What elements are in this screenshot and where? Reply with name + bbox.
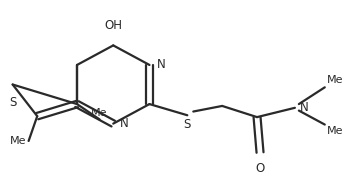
Text: N: N (156, 58, 165, 71)
Text: Me: Me (327, 74, 343, 84)
Text: Me: Me (327, 126, 343, 136)
Text: S: S (184, 118, 191, 131)
Text: N: N (300, 101, 309, 114)
Text: Me: Me (91, 108, 108, 118)
Text: O: O (256, 162, 265, 175)
Text: Me: Me (10, 136, 27, 146)
Text: OH: OH (104, 19, 122, 32)
Text: S: S (9, 96, 16, 109)
Text: N: N (120, 117, 129, 130)
